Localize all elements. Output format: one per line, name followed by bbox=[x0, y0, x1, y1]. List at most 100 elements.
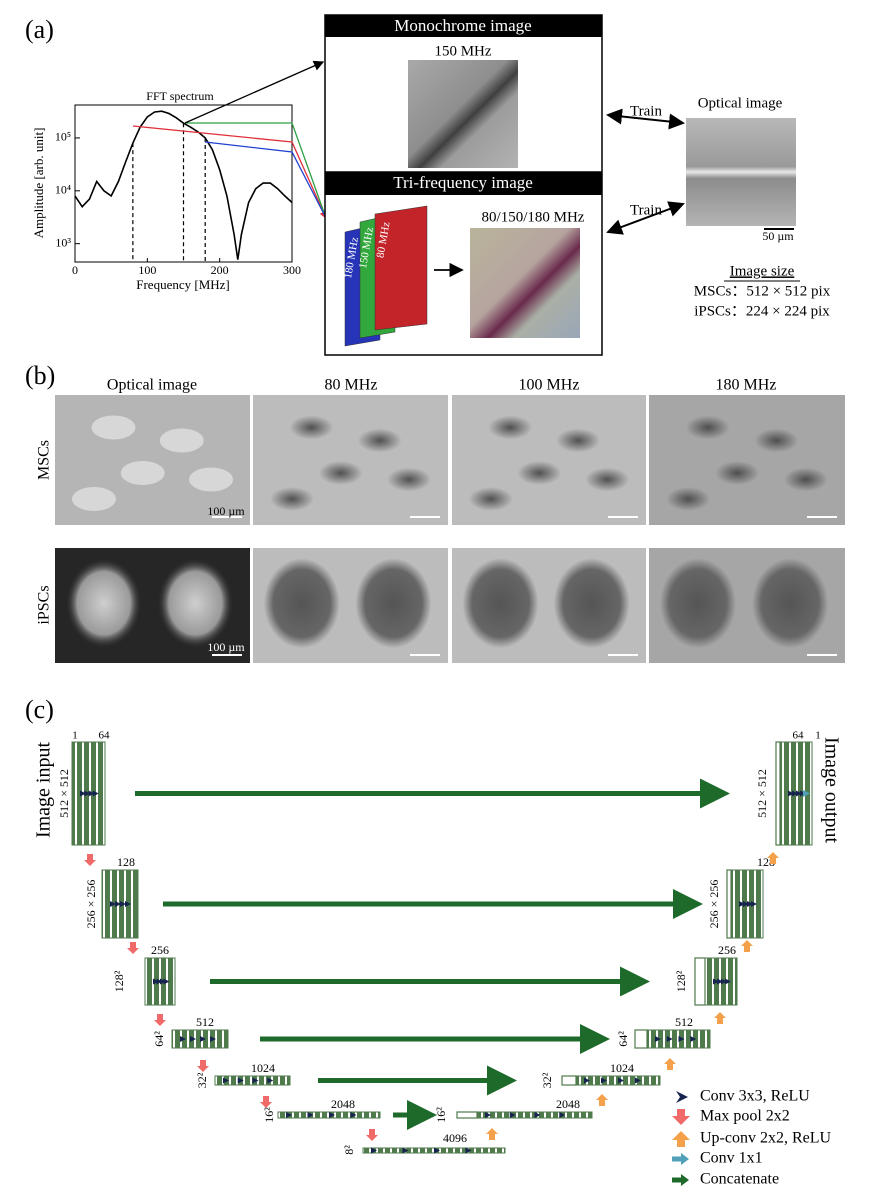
input-label: Image input bbox=[33, 742, 55, 839]
conv-arrow bbox=[153, 978, 159, 985]
optical-title: Optical image bbox=[698, 95, 783, 111]
conv-arrow bbox=[163, 978, 170, 985]
panel-label: (c) bbox=[25, 695, 54, 724]
pool-arrow bbox=[260, 1096, 272, 1108]
channel-label: 128 bbox=[117, 855, 135, 869]
row-label: MSCs bbox=[36, 440, 53, 480]
conv-arrow bbox=[329, 1112, 335, 1118]
conv-arrow bbox=[690, 1036, 697, 1042]
conv-arrow bbox=[465, 1147, 472, 1154]
upconv-arrow bbox=[767, 852, 779, 864]
conv-arrow bbox=[618, 1077, 624, 1084]
conv-arrow bbox=[210, 1036, 216, 1042]
conv-arrow bbox=[200, 1036, 206, 1042]
size-label: 256 × 256 bbox=[84, 880, 98, 929]
channel-label: 1024 bbox=[610, 1061, 634, 1075]
colony bbox=[157, 558, 234, 649]
spectrum-line bbox=[74, 110, 293, 260]
panel-label: (b) bbox=[25, 361, 55, 390]
colony bbox=[462, 558, 539, 649]
pool-arrow bbox=[154, 1014, 166, 1026]
size-line: iPSCs：224 × 224 pix bbox=[694, 303, 830, 319]
cell bbox=[715, 461, 760, 485]
conv-arrow bbox=[721, 978, 727, 985]
channel-label: 1 bbox=[72, 730, 78, 742]
conv-arrow bbox=[751, 901, 757, 907]
conv-arrow bbox=[485, 1112, 491, 1118]
cell bbox=[357, 428, 402, 453]
size-label: 128² bbox=[112, 970, 126, 992]
conv-arrow bbox=[402, 1147, 409, 1154]
size-label: 8² bbox=[342, 1145, 356, 1155]
cell bbox=[270, 487, 314, 511]
conv-arrow bbox=[88, 790, 95, 797]
frequency-label: 150 MHz bbox=[434, 43, 491, 59]
cell bbox=[556, 428, 601, 453]
scale-label: 100 µm bbox=[207, 504, 245, 518]
image-grid bbox=[55, 395, 845, 663]
conv-arrow bbox=[655, 1036, 661, 1042]
cell bbox=[72, 487, 116, 511]
conv-arrow bbox=[180, 1036, 186, 1042]
column-header: 100 MHz bbox=[519, 377, 580, 394]
conv-arrow bbox=[160, 978, 166, 985]
conv-arrow bbox=[371, 1147, 377, 1154]
legend: Conv 3x3, ReLU Max pool 2x2 Up-conv 2x2, R… bbox=[672, 1088, 832, 1188]
channel-label: 512 bbox=[196, 1015, 214, 1029]
row-label: iPSCs bbox=[36, 585, 53, 624]
plot-frame bbox=[74, 104, 293, 263]
conv-arrow bbox=[601, 1077, 607, 1084]
size-label: 128² bbox=[674, 970, 688, 992]
conv-arrow bbox=[350, 1112, 357, 1118]
red-line bbox=[132, 125, 327, 220]
frequency-lines bbox=[132, 60, 327, 220]
column-header: 180 MHz bbox=[716, 377, 777, 394]
cell bbox=[91, 415, 136, 440]
legend-label: Conv 1x1 bbox=[700, 1150, 763, 1167]
conv-arrow bbox=[156, 978, 163, 985]
legend-icon bbox=[672, 1109, 690, 1125]
header-text: Tri-frequency image bbox=[393, 173, 533, 192]
fft-chart: FFT spectrum Frequency [MHz] Amplitude [… bbox=[31, 89, 301, 292]
copied-block bbox=[456, 1111, 478, 1119]
scale-label: 100 µm bbox=[207, 640, 245, 654]
channel-label: 1024 bbox=[251, 1061, 275, 1075]
legend-label: Up-conv 2x2, ReLU bbox=[700, 1130, 832, 1147]
conv-arrow bbox=[796, 790, 802, 797]
conv-arrow bbox=[80, 790, 86, 797]
cell bbox=[468, 487, 513, 511]
channel-label: 2048 bbox=[556, 1097, 580, 1111]
size-label: 64² bbox=[152, 1031, 166, 1047]
x-tick-label: 0 bbox=[72, 263, 78, 277]
cell bbox=[517, 461, 562, 485]
conv-arrow bbox=[267, 1077, 274, 1084]
conv1x1-arrow bbox=[803, 790, 810, 797]
y-axis-label: Amplitude [arb. unit] bbox=[31, 128, 46, 239]
cell bbox=[318, 461, 363, 485]
conv-arrow bbox=[788, 790, 794, 797]
conv-arrow bbox=[717, 978, 723, 985]
conv-arrow bbox=[747, 901, 753, 907]
upconv-arrow bbox=[664, 1058, 676, 1070]
conv-arrow bbox=[252, 1077, 259, 1084]
conv-arrow bbox=[237, 1077, 244, 1084]
legend-icon bbox=[672, 1174, 689, 1186]
conv-arrow bbox=[534, 1112, 541, 1118]
conv-arrow bbox=[635, 1077, 641, 1084]
unet-diagram: 512 × 512 512 × 512 256 × 256 256 × 256 128 1… bbox=[57, 741, 813, 1155]
cell bbox=[685, 415, 730, 440]
channel-label: 4096 bbox=[443, 1131, 467, 1145]
train-label: Train bbox=[630, 103, 662, 119]
size-label: 32² bbox=[540, 1072, 554, 1088]
cell bbox=[387, 467, 431, 492]
copied-block bbox=[561, 1075, 577, 1086]
header-bar bbox=[325, 15, 602, 37]
cell bbox=[666, 487, 711, 511]
conv-arrow bbox=[120, 901, 126, 907]
legend-label: Conv 3x3, ReLU bbox=[700, 1088, 810, 1105]
column-header: Optical image bbox=[107, 377, 197, 394]
conv-arrow bbox=[115, 901, 121, 907]
copied-block bbox=[775, 741, 781, 846]
channel-label: 1 bbox=[815, 730, 821, 742]
